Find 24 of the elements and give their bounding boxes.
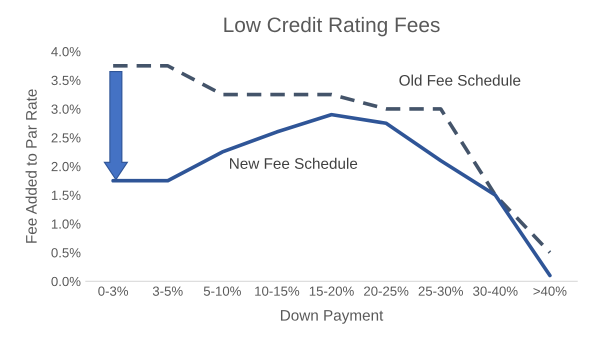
y-tick-label: 4.0% bbox=[51, 47, 81, 56]
series-label: Old Fee Schedule bbox=[399, 74, 520, 86]
y-tick-label: 3.5% bbox=[51, 76, 81, 86]
line-series bbox=[111, 64, 552, 254]
y-tick-label: 0.0% bbox=[51, 276, 81, 286]
y-axis-title: Fee Added to Par Rate bbox=[26, 89, 37, 243]
x-tick-label: 20-25% bbox=[364, 286, 408, 296]
y-tick-label: 2.0% bbox=[52, 162, 81, 172]
x-tick-label: 10-15% bbox=[255, 286, 300, 296]
x-tick-label: 15-20% bbox=[310, 286, 354, 296]
series-label: New Fee Schedule bbox=[230, 158, 358, 169]
y-tick-label: 3.0% bbox=[51, 104, 81, 114]
x-tick-label: 0-3% bbox=[98, 286, 128, 296]
x-tick-label: 3-5% bbox=[152, 286, 183, 296]
chart-title: Low Credit Rating Fees bbox=[224, 16, 440, 36]
x-axis-title: Down Payment bbox=[280, 310, 384, 324]
y-tick-label: 1.5% bbox=[52, 190, 81, 200]
x-tick-label: 30-40% bbox=[473, 286, 518, 296]
x-tick-label: 25-30% bbox=[418, 286, 463, 296]
x-tick-label: >40% bbox=[533, 286, 566, 296]
y-tick-label: 2.5% bbox=[52, 133, 81, 143]
y-tick-label: 0.5% bbox=[51, 248, 81, 258]
x-tick-label: 5-10% bbox=[204, 286, 241, 296]
y-tick-label: 1.0% bbox=[52, 219, 81, 229]
